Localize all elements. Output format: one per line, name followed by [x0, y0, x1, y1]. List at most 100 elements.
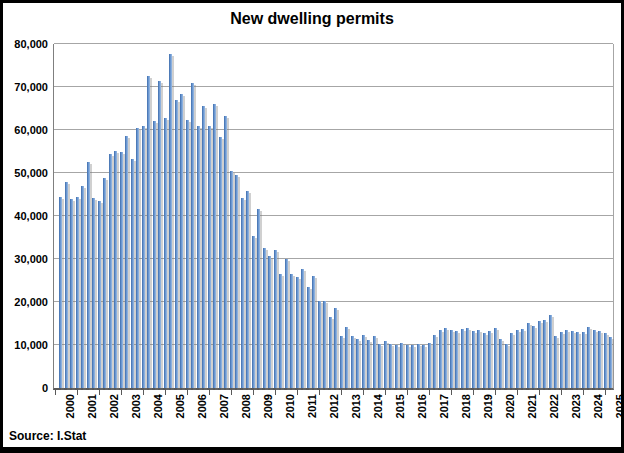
bar: [65, 182, 68, 388]
axis-tick: [451, 390, 452, 395]
bar: [461, 329, 464, 388]
y-tick-label: 60,000: [4, 124, 48, 136]
bar: [318, 301, 321, 388]
bar: [356, 339, 359, 388]
bar: [411, 345, 414, 388]
bar: [175, 100, 178, 388]
bar: [169, 54, 172, 388]
x-tick-label: 2006: [197, 394, 208, 424]
x-tick-label: 2004: [153, 394, 164, 424]
y-tick-label: 50,000: [4, 167, 48, 179]
bar: [582, 332, 585, 388]
bar: [268, 256, 271, 388]
bar: [158, 81, 161, 388]
bar: [213, 104, 216, 388]
y-tick-label: 40,000: [4, 210, 48, 222]
bar: [76, 197, 79, 388]
bar: [532, 326, 535, 388]
bar: [494, 328, 497, 388]
axis-tick: [429, 390, 430, 395]
axis-tick: [275, 390, 276, 395]
bar: [87, 162, 90, 388]
bar: [378, 344, 381, 388]
axis-tick: [187, 390, 188, 395]
bar: [147, 76, 150, 388]
bar: [521, 329, 524, 388]
x-tick-label: 2015: [395, 394, 406, 424]
bar: [334, 308, 337, 388]
x-tick-label: 2002: [109, 394, 120, 424]
y-tick-label: 70,000: [4, 81, 48, 93]
x-tick-label: 2010: [285, 394, 296, 424]
x-tick-label: 2024: [593, 394, 604, 424]
bar: [257, 209, 260, 388]
bar: [538, 321, 541, 388]
axis-tick: [561, 390, 562, 395]
bar: [301, 269, 304, 388]
bar: [81, 186, 84, 388]
bar: [153, 121, 156, 388]
axis-tick: [143, 390, 144, 395]
bar: [488, 331, 491, 388]
bar: [549, 315, 552, 388]
bar: [296, 277, 299, 388]
axis-tick: [539, 390, 540, 395]
bar: [527, 323, 530, 388]
axis-tick: [55, 390, 56, 395]
bar: [373, 336, 376, 388]
bar: [125, 136, 128, 388]
x-tick-label: 2011: [307, 394, 318, 424]
axis-tick: [319, 390, 320, 395]
x-tick-label: 2019: [483, 394, 494, 424]
y-tick-label: 20,000: [4, 296, 48, 308]
bar: [164, 118, 167, 388]
bar: [428, 343, 431, 388]
bar: [422, 345, 425, 388]
x-tick-label: 2023: [571, 394, 582, 424]
axis-tick: [253, 390, 254, 395]
axis-tick: [77, 390, 78, 395]
x-tick-label: 2005: [175, 394, 186, 424]
bar: [455, 331, 458, 388]
y-tick-label: 0: [4, 382, 48, 394]
bar: [114, 151, 117, 388]
bar: [340, 336, 343, 388]
y-tick-label: 80,000: [4, 38, 48, 50]
x-tick-label: 2017: [439, 394, 450, 424]
bar: [98, 201, 101, 388]
x-tick-label: 2009: [263, 394, 274, 424]
bar: [510, 333, 513, 388]
x-tick-label: 2025: [615, 394, 624, 424]
x-tick-label: 2003: [131, 394, 142, 424]
bar: [367, 340, 370, 388]
bar: [252, 236, 255, 388]
bar: [109, 154, 112, 388]
bar: [450, 330, 453, 388]
bar: [241, 198, 244, 388]
bar: [384, 341, 387, 388]
bar: [543, 320, 546, 388]
bar: [604, 333, 607, 388]
bar: [593, 330, 596, 388]
bar: [576, 332, 579, 388]
bar: [120, 152, 123, 388]
x-tick-label: 2021: [527, 394, 538, 424]
axis-tick: [407, 390, 408, 395]
plot-area: [53, 44, 614, 390]
x-tick-label: 2014: [373, 394, 384, 424]
axis-tick: [297, 390, 298, 395]
axis-tick: [209, 390, 210, 395]
y-tick-label: 10,000: [4, 339, 48, 351]
axis-tick: [605, 390, 606, 395]
x-tick-label: 2008: [241, 394, 252, 424]
gridline: [54, 43, 613, 44]
bar: [389, 344, 392, 388]
bar: [554, 336, 557, 388]
axis-tick: [363, 390, 364, 395]
x-tick-label: 2013: [351, 394, 362, 424]
bar: [202, 106, 205, 388]
bar: [395, 345, 398, 388]
bar: [186, 120, 189, 388]
gridline: [54, 86, 613, 87]
bar: [59, 197, 62, 388]
